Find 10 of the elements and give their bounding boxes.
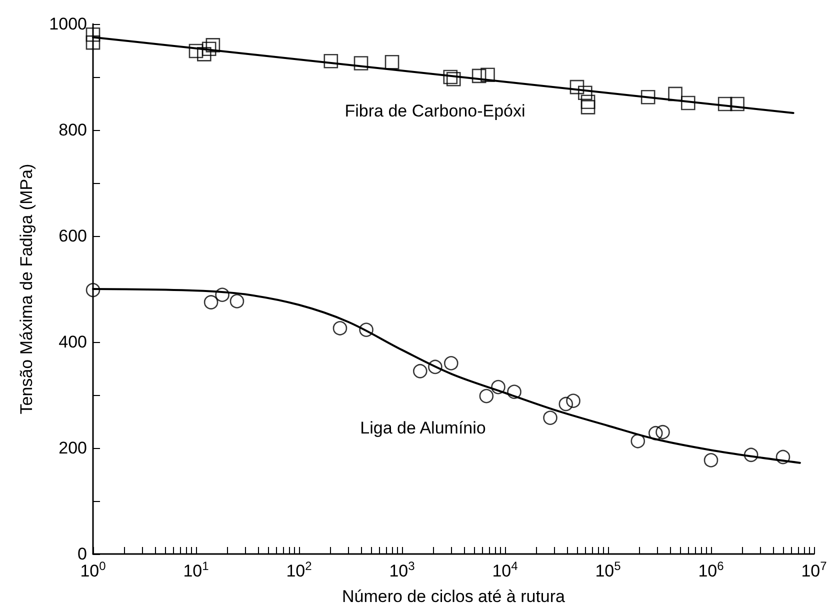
y-tick-label: 800 — [58, 120, 87, 140]
y-tick-label: 600 — [58, 226, 87, 246]
annotation: Fibra de Carbono-Epóxi — [344, 102, 526, 120]
x-axis-title: Número de ciclos até à rutura — [342, 587, 566, 606]
y-axis-title: Tensão Máxima de Fadiga (MPa) — [17, 164, 36, 414]
y-tick-label: 1000 — [49, 14, 87, 34]
y-tick-label: 0 — [78, 544, 87, 564]
y-tick-label: 200 — [58, 438, 87, 458]
y-tick-label: 400 — [58, 332, 87, 352]
annotation: Liga de Alumínio — [360, 418, 486, 438]
